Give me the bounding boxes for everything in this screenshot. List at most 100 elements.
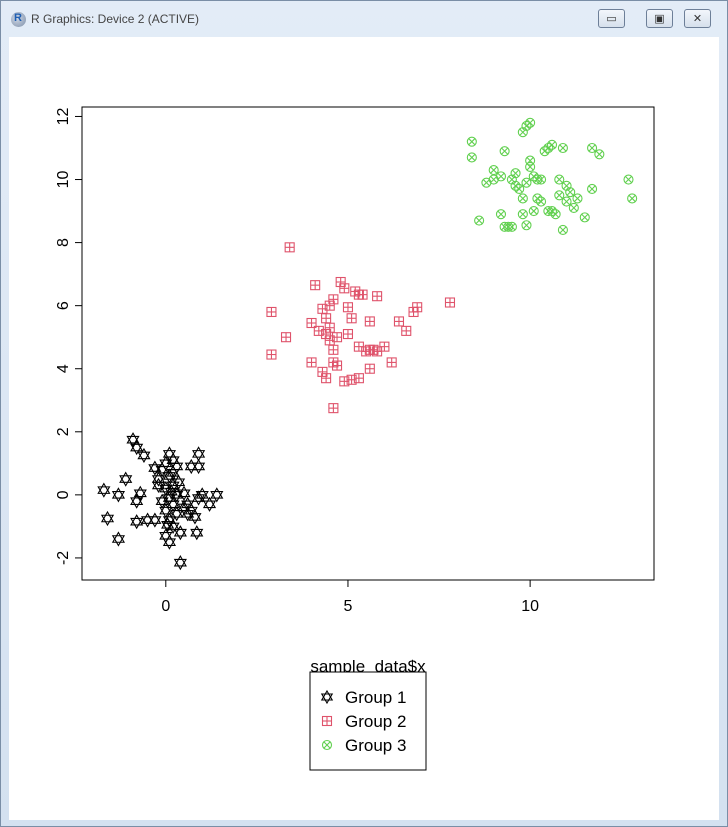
data-point (557, 142, 568, 154)
data-point (561, 196, 572, 207)
legend-label: Group 2 (345, 712, 406, 731)
data-point (266, 349, 277, 360)
legend-label: Group 1 (345, 688, 406, 707)
y-tick-label: 2 (55, 427, 72, 436)
data-point (499, 146, 510, 157)
data-point (579, 212, 590, 223)
data-point (151, 477, 166, 494)
data-point (190, 525, 204, 541)
data-point (177, 485, 191, 501)
legend-marker (320, 689, 334, 705)
data-point (627, 193, 638, 204)
data-point (328, 294, 339, 305)
data-point (321, 373, 332, 384)
data-point (192, 446, 206, 462)
data-point (119, 471, 133, 487)
data-point (342, 328, 354, 340)
data-point (284, 242, 295, 253)
data-point (111, 487, 126, 503)
x-axis: 0 5 10 (161, 580, 539, 615)
data-point (506, 174, 517, 185)
y-tick-label: 8 (55, 238, 72, 247)
data-point (162, 534, 177, 550)
data-point (321, 328, 332, 340)
data-point (379, 341, 390, 352)
data-point (328, 403, 339, 414)
data-point (130, 493, 144, 509)
data-point (514, 183, 525, 195)
data-point (372, 291, 383, 302)
data-point (357, 289, 368, 300)
data-point (306, 357, 317, 368)
data-point (137, 447, 151, 464)
data-point (210, 487, 224, 503)
data-point (159, 503, 173, 519)
data-point (202, 496, 217, 512)
data-point (324, 322, 335, 333)
data-point (546, 139, 558, 150)
data-point (412, 302, 423, 313)
y-tick-label: 10 (55, 171, 72, 189)
window-title: R Graphics: Device 2 (ACTIVE) (31, 12, 200, 26)
data-point (317, 366, 328, 377)
data-point (444, 297, 456, 308)
data-point (466, 152, 477, 163)
data-point (393, 316, 405, 327)
data-point (506, 221, 517, 232)
x-axis-label: sample_data$x (310, 657, 426, 676)
data-point (353, 373, 364, 384)
data-point (130, 514, 144, 530)
data-point (572, 193, 583, 204)
data-point (364, 316, 375, 327)
series-group-3 (466, 117, 638, 236)
data-point (164, 484, 178, 500)
data-point (173, 555, 187, 571)
data-point (166, 465, 180, 481)
data-point (126, 432, 140, 448)
data-point (161, 517, 175, 533)
data-point (339, 376, 350, 387)
minimize-button[interactable]: ▭ (598, 9, 625, 28)
data-point (171, 474, 186, 490)
data-point (310, 280, 321, 291)
data-point (170, 506, 184, 522)
data-point (495, 171, 507, 182)
data-point (521, 177, 532, 188)
r-logo-icon: R (11, 12, 26, 27)
data-point (587, 183, 598, 195)
data-point (525, 161, 536, 172)
y-tick-label: 4 (55, 364, 72, 373)
data-point (181, 506, 195, 522)
minimize-icon: ▭ (606, 12, 617, 25)
close-button[interactable]: ✕ (684, 9, 711, 28)
data-point (100, 510, 115, 527)
data-point (386, 357, 397, 368)
title-bar[interactable]: R R Graphics: Device 2 (ACTIVE) ▭ ▣ ✕ (1, 1, 727, 37)
x-tick-label: 10 (521, 598, 539, 615)
data-point (488, 165, 499, 176)
data-point (184, 458, 198, 475)
data-point (155, 493, 169, 509)
maximize-button[interactable]: ▣ (646, 9, 673, 28)
data-point (133, 485, 147, 501)
data-point (346, 313, 357, 324)
data-point (266, 306, 277, 318)
plot-frame (81, 106, 655, 581)
plot-canvas: -2 0 2 4 6 8 10 12 0 5 10 sample_data$x Group 1 Gr… (9, 37, 719, 820)
data-point (488, 174, 499, 185)
maximize-icon: ▣ (654, 12, 665, 25)
data-point (148, 512, 162, 528)
data-point (401, 325, 412, 336)
data-point (97, 482, 111, 498)
legend-marker (321, 715, 333, 727)
legend: Group 1 Group 2 Group 3 (309, 671, 427, 771)
data-point (331, 332, 343, 343)
data-point (565, 187, 576, 198)
data-point (528, 206, 539, 217)
data-point (280, 332, 292, 343)
data-point (587, 142, 598, 154)
data-point (557, 224, 568, 236)
data-point (111, 531, 126, 547)
data-point (517, 193, 528, 204)
x-tick-label: 0 (161, 598, 170, 615)
